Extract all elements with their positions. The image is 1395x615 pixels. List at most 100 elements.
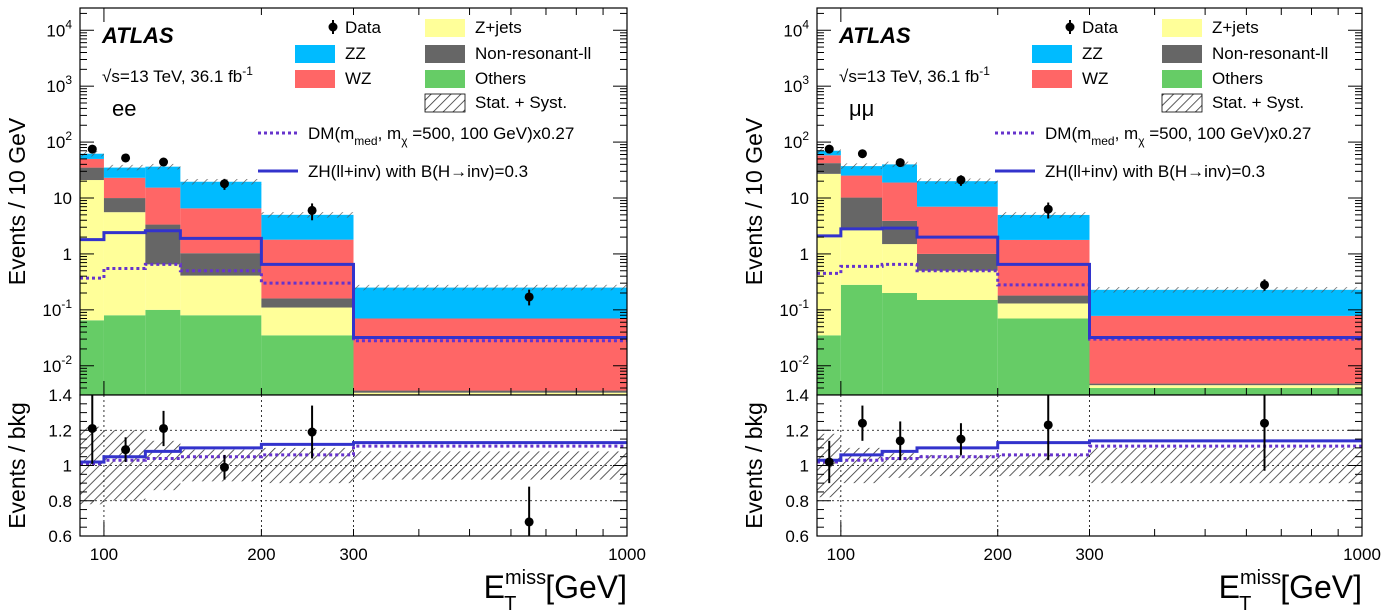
x-tick-label: 300 — [339, 545, 367, 564]
y-tick-exp: -2 — [798, 353, 809, 367]
uncertainty-bin-4 — [997, 212, 1090, 218]
dm-label-sub2: χ — [1138, 134, 1145, 148]
ratio-y-tick-label: 1 — [800, 457, 809, 476]
bar-others-3 — [180, 315, 262, 395]
legend-swatch-uncertainty — [424, 93, 466, 113]
legend: Data ZZ WZ Z+jets Non-resonant-ll Others Stat.… — [995, 18, 1328, 181]
uncertainty-bin-4 — [261, 212, 354, 218]
x-axis-title: Emiss T [GeV] — [484, 567, 627, 615]
bar-non-resonant-ll-2 — [882, 220, 918, 245]
bar-z-jets-5 — [1089, 385, 1362, 389]
bar-wz-5 — [353, 318, 627, 391]
ratio-point-1 — [121, 445, 131, 455]
bar-wz-3 — [180, 208, 262, 254]
uncertainty-bin-5 — [1089, 287, 1362, 293]
ratio-point-5 — [1259, 418, 1269, 428]
legend-label-non-resonant-ll: Non-resonant-ll — [1212, 44, 1328, 63]
y-tick-base: 10 — [46, 77, 65, 96]
legend: Data ZZ WZ Z+jets Non-resonant-ll Others Stat.… — [258, 18, 591, 181]
bar-zz-2 — [882, 164, 918, 183]
ratio-y-tick-label: 1 — [63, 457, 72, 476]
bar-wz-1 — [840, 175, 883, 198]
bar-z-jets-0 — [817, 173, 841, 336]
ratio-plot: 0.6 0.8 1 1.2 1.4 Events / bkg 100 200 300 1000 Em… — [4, 386, 646, 615]
x-tick-label: 100 — [827, 545, 855, 564]
bar-wz-2 — [145, 187, 181, 225]
ratio-signal_zh-line — [817, 439, 1362, 462]
legend-label-non-resonant-ll: Non-resonant-ll — [475, 44, 591, 63]
bar-zz-3 — [917, 181, 998, 207]
y-tick-label: 10 — [790, 189, 809, 208]
legend-swatch-zz — [1032, 45, 1072, 63]
plot-labels: ATLAS √s=13 TeV, 36.1 fb-1 μμ — [838, 23, 990, 121]
signal-dm-line — [80, 262, 627, 343]
experiment-label: ATLAS — [101, 23, 174, 48]
energy-label: √s=13 TeV, 36.1 fb-1 — [102, 64, 253, 86]
legend-label-zz: ZZ — [345, 44, 366, 63]
legend-swatch-non-resonant-ll — [425, 45, 465, 63]
bar-others-0 — [80, 320, 104, 395]
ratio-y-tick-label: 0.6 — [48, 527, 72, 546]
y-tick-label: 10-2 — [42, 353, 72, 376]
ratio-y-tick-label: 1.2 — [48, 421, 72, 440]
uncertainty-bin-1 — [103, 164, 146, 171]
signal-zh-line — [80, 229, 627, 340]
y-tick-base: 10 — [783, 77, 802, 96]
legend-swatch-wz — [1032, 70, 1072, 88]
bar-z-jets-1 — [840, 229, 883, 285]
bar-z-jets-3 — [917, 270, 998, 300]
ratio-uncertainty-5 — [1089, 447, 1362, 484]
legend-swatch-others — [425, 70, 465, 88]
lumi-exponent: -1 — [242, 64, 253, 78]
legend-label-z-jets: Z+jets — [475, 18, 522, 37]
channel-label: ee — [112, 96, 136, 121]
y-tick-label: 1 — [63, 245, 72, 264]
ratio-uncertainty-1 — [840, 447, 883, 484]
data-point-2 — [159, 157, 169, 167]
bar-zz-2 — [145, 166, 181, 188]
x-tick-label: 200 — [984, 545, 1012, 564]
dm-label-mid: , m — [378, 124, 402, 143]
bar-non-resonant-ll-5 — [1089, 383, 1362, 386]
bar-wz-4 — [997, 239, 1090, 296]
y-tick-label: 10-2 — [779, 353, 809, 376]
dm-label-part: DM(m — [1045, 124, 1091, 143]
bar-others-4 — [997, 318, 1090, 395]
dm-label-end: =500, 100 GeV)x0.27 — [408, 124, 575, 143]
legend-label-wz: WZ — [1082, 69, 1108, 88]
signal-dm-line — [817, 262, 1362, 341]
y-tick-exp: 2 — [802, 129, 809, 143]
bar-wz-3 — [917, 206, 998, 254]
stack-z-jets — [817, 173, 1362, 389]
energy-text: √s=13 TeV, 36.1 fb — [839, 67, 979, 86]
bar-wz-1 — [103, 177, 146, 199]
legend-data-label: Data — [1082, 18, 1118, 37]
legend-swatch-others — [1162, 70, 1202, 88]
experiment-label: ATLAS — [838, 23, 911, 48]
bar-non-resonant-ll-0 — [817, 163, 841, 174]
y-tick-base: 10 — [46, 21, 65, 40]
stack-wz — [817, 155, 1362, 384]
legend-label-wz: WZ — [345, 69, 371, 88]
lumi-exponent: -1 — [979, 64, 990, 78]
x-title-base: E — [484, 569, 505, 605]
y-tick-exp: -1 — [798, 297, 809, 311]
bar-zz-4 — [997, 214, 1090, 240]
ratio-point-5 — [524, 517, 534, 527]
legend-signal-dm-label: DM(mmed, mχ =500, 100 GeV)x0.27 — [308, 124, 574, 148]
bar-others-2 — [882, 293, 918, 395]
bar-others-1 — [840, 284, 883, 395]
bar-others-1 — [103, 315, 146, 395]
legend-signal-zh-label: ZH(ll+inv) with B(H→inv)=0.3 — [308, 162, 528, 181]
ratio-y-axis-title: Events / bkg — [741, 402, 767, 529]
ratio-point-2 — [159, 423, 169, 433]
legend-swatch-z-jets — [1162, 19, 1202, 37]
x-title-sup: miss — [505, 567, 546, 589]
ratio-uncertainty-2 — [145, 440, 181, 491]
dm-label-end: =500, 100 GeV)x0.27 — [1145, 124, 1312, 143]
data-point-5 — [524, 292, 534, 302]
bar-z-jets-4 — [997, 303, 1090, 319]
